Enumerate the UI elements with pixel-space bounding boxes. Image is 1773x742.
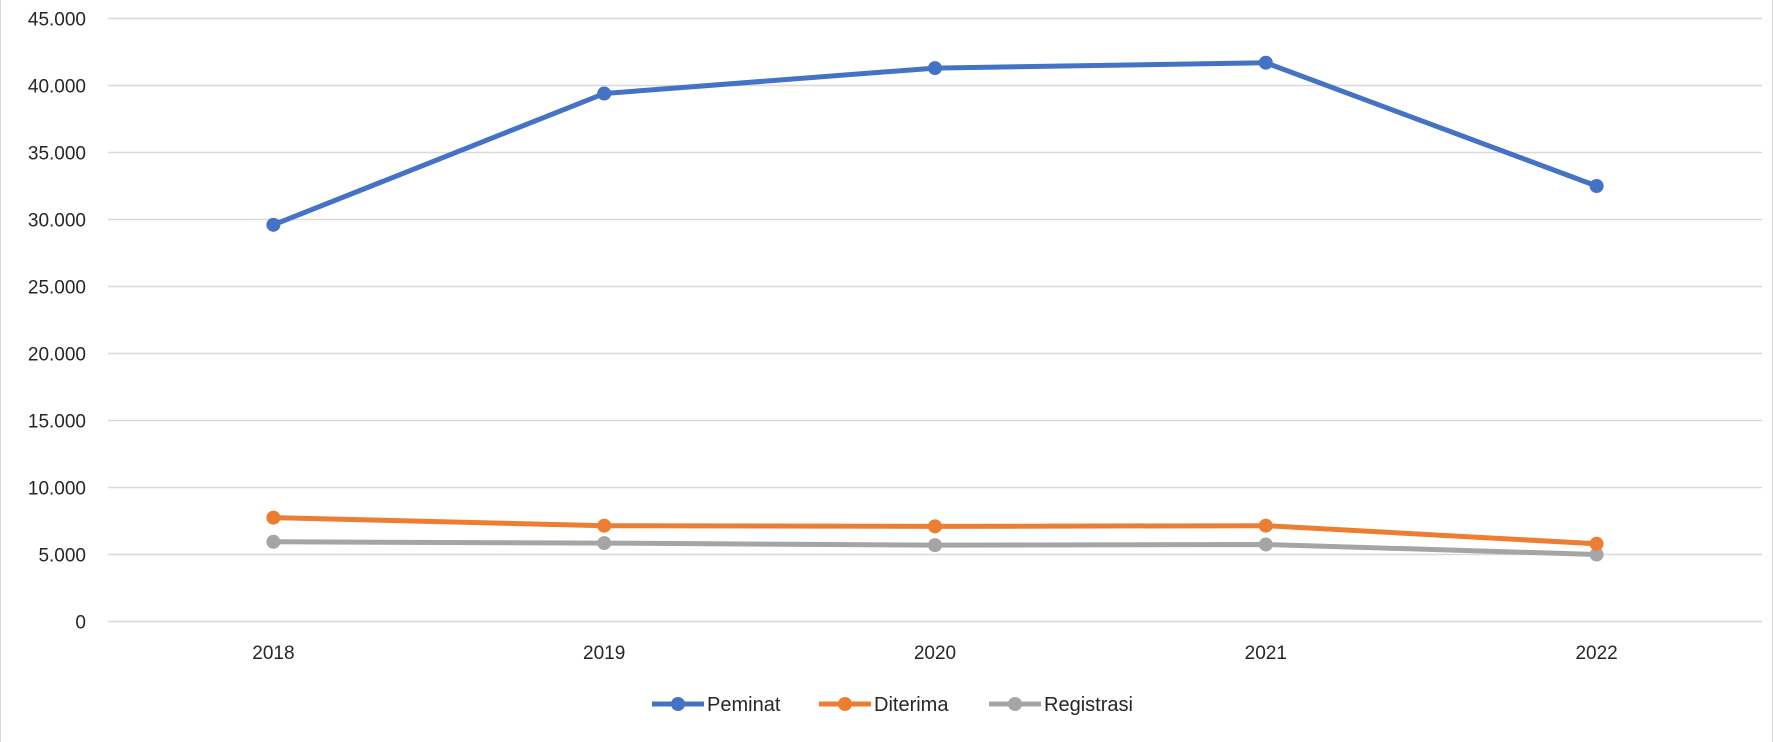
y-tick-label: 5.000 (38, 546, 86, 567)
y-tick-label: 20.000 (28, 345, 86, 366)
legend-label-peminat: Peminat (707, 694, 781, 716)
series-group (266, 55, 1604, 562)
legend-item-peminat: Peminat (652, 694, 781, 716)
data-point-peminat-2018 (266, 217, 281, 232)
y-tick-label: 35.000 (28, 144, 86, 165)
legend-item-diterima: Diterima (819, 694, 949, 716)
legend-marker-diterima (838, 697, 852, 711)
y-tick-label: 45.000 (28, 10, 86, 31)
legend-marker-registrasi (1008, 697, 1022, 711)
series-peminat (266, 55, 1604, 232)
y-tick-label: 15.000 (28, 412, 86, 433)
y-tick-label: 40.000 (28, 77, 86, 98)
data-point-diterima-2022 (1589, 536, 1604, 551)
x-tick-label: 2018 (252, 643, 294, 664)
legend: Peminat Diterima Registrasi (652, 694, 1133, 716)
x-tick-label: 2020 (914, 643, 956, 664)
data-point-diterima-2020 (928, 519, 942, 534)
legend-marker-peminat (671, 697, 685, 711)
chart-frame-left-border (0, 0, 1, 742)
data-point-registrasi-2021 (1258, 537, 1273, 552)
data-point-registrasi-2018 (266, 534, 281, 549)
series-line-peminat (270, 60, 1600, 228)
data-point-peminat-2022 (1589, 179, 1604, 193)
x-axis: 2018 2019 2020 2021 2022 (252, 643, 1617, 664)
series-registrasi (266, 534, 1604, 562)
legend-item-registrasi: Registrasi (989, 694, 1133, 716)
x-tick-label: 2022 (1575, 643, 1617, 664)
data-point-peminat-2019 (597, 86, 612, 101)
y-tick-label: 0 (75, 613, 86, 634)
data-point-diterima-2019 (597, 518, 612, 533)
data-point-diterima-2018 (266, 510, 281, 525)
y-tick-label: 30.000 (28, 211, 86, 232)
data-point-diterima-2021 (1258, 518, 1273, 533)
legend-label-registrasi: Registrasi (1044, 694, 1133, 716)
y-tick-label: 10.000 (28, 479, 86, 500)
gridlines (108, 17, 1762, 623)
y-tick-label: 25.000 (28, 278, 86, 299)
data-point-peminat-2020 (928, 61, 942, 76)
data-point-registrasi-2020 (928, 538, 942, 553)
y-axis: 0 5.000 10.000 15.000 20.000 25.000 30.000 35.0… (28, 10, 86, 634)
x-tick-label: 2021 (1245, 643, 1287, 664)
data-point-registrasi-2019 (597, 536, 612, 551)
legend-label-diterima: Diterima (874, 694, 949, 716)
x-tick-label: 2019 (583, 643, 625, 664)
data-point-registrasi-2022 (1589, 547, 1604, 562)
series-diterima (266, 510, 1604, 551)
data-point-peminat-2021 (1258, 55, 1273, 70)
